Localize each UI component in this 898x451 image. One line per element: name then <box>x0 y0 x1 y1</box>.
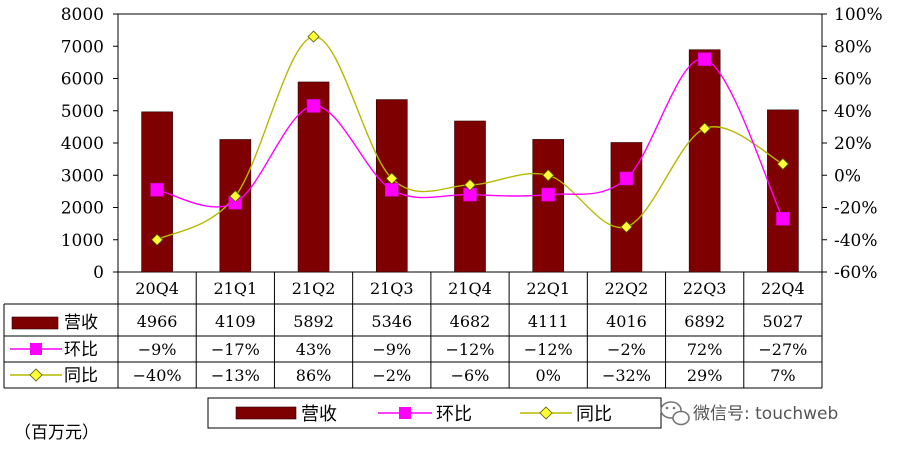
yoy-line <box>156 35 784 241</box>
watermark: 微信号: touchweb <box>660 401 838 426</box>
left-tick-label: 0 <box>93 263 104 283</box>
right-tick-label: 100% <box>834 5 883 25</box>
table-cell: −9% <box>372 340 411 359</box>
left-tick-label: 4000 <box>61 134 104 154</box>
table-cell: 86% <box>296 366 332 385</box>
left-tick-label: 6000 <box>61 70 104 90</box>
legend-yoy-label: 同比 <box>576 404 612 425</box>
table-cell: 4682 <box>450 312 491 331</box>
yoy-point <box>776 157 789 171</box>
yoy-point <box>151 233 164 246</box>
revenue-bar <box>532 139 565 273</box>
category-label: 22Q3 <box>683 279 727 298</box>
table-cell: 5027 <box>763 312 804 331</box>
legend-qoq-label: 环比 <box>436 404 472 425</box>
table-cell: −2% <box>372 366 411 385</box>
category-label: 21Q1 <box>214 279 258 298</box>
left-tick-label: 2000 <box>61 199 104 219</box>
table-cell: −6% <box>451 366 490 385</box>
right-tick-label: 40% <box>834 102 872 122</box>
table-cell: −17% <box>211 340 260 359</box>
yoy-point <box>620 220 633 233</box>
category-label: 21Q3 <box>370 279 414 298</box>
table-cell: −27% <box>758 340 807 359</box>
bar-series <box>141 49 799 273</box>
table-cell: 4966 <box>137 312 178 331</box>
table-cell: 4111 <box>528 312 569 331</box>
revenue-row-key <box>11 316 59 330</box>
qoq-point <box>150 182 164 197</box>
table-cell: 7% <box>770 366 795 385</box>
qoq-point <box>697 52 712 66</box>
yoy-point <box>229 190 242 203</box>
yoy-point <box>463 178 477 191</box>
right-tick-label: -40% <box>834 231 878 251</box>
category-label: 20Q4 <box>135 279 179 298</box>
revenue-bar <box>688 49 721 273</box>
yoy-point <box>698 122 711 135</box>
left-tick-label: 3000 <box>61 166 104 186</box>
right-tick-label: 60% <box>834 70 872 90</box>
revenue-bar <box>767 109 799 273</box>
legend-yoy-key-marker <box>539 406 553 420</box>
category-label: 22Q4 <box>761 279 805 298</box>
table-cell: −12% <box>524 340 573 359</box>
right-tick-label: 80% <box>834 37 872 57</box>
line-series <box>150 30 790 246</box>
legend-qoq-key-marker <box>399 407 411 419</box>
watermark-text: 微信号: touchweb <box>693 404 838 424</box>
category-label: 22Q2 <box>605 279 649 298</box>
yoy-point <box>307 30 320 43</box>
left-tick-label: 1000 <box>61 231 104 251</box>
table-cell: 0% <box>536 366 561 385</box>
table-cell: 4016 <box>606 312 647 331</box>
table-cell: −2% <box>607 340 646 359</box>
right-tick-label: -20% <box>834 199 878 219</box>
left-tick-label: 7000 <box>61 37 104 57</box>
table-cell: −12% <box>446 340 495 359</box>
table-cell: −32% <box>602 366 651 385</box>
table-cell: 5892 <box>293 312 334 331</box>
table-cell: 43% <box>296 340 332 359</box>
qoq-point <box>776 211 790 226</box>
table-cell: −9% <box>138 340 177 359</box>
right-tick-label: -60% <box>834 263 878 283</box>
revenue-row-label: 营收 <box>64 313 98 333</box>
table-cell: 29% <box>687 366 723 385</box>
qoq-row-label: 环比 <box>64 340 98 360</box>
category-label: 21Q4 <box>448 279 492 298</box>
table-cell: −13% <box>211 366 260 385</box>
category-label: 22Q1 <box>526 279 570 298</box>
yoy-row-label: 同比 <box>64 366 98 386</box>
table-cell: 4109 <box>215 312 256 331</box>
right-tick-label: 0% <box>834 166 861 186</box>
left-tick-label: 8000 <box>61 5 104 25</box>
qoq-point <box>384 182 399 197</box>
left-tick-label: 5000 <box>61 102 104 122</box>
table-cell: −40% <box>133 366 182 385</box>
right-axis-ticks: -60% -40% -20% 0% 20% 40% 60% 80% 100% <box>822 5 883 283</box>
qoq-point <box>306 99 321 113</box>
right-tick-label: 20% <box>834 134 872 154</box>
left-axis-ticks: 0 1000 2000 3000 4000 5000 6000 7000 8000 <box>61 5 118 283</box>
table-cell: 72% <box>687 340 723 359</box>
table-cell: 6892 <box>684 312 725 331</box>
revenue-bar <box>610 142 643 273</box>
yoy-point <box>542 169 555 182</box>
revenue-bar <box>297 81 330 273</box>
table-cell: 5346 <box>371 312 412 331</box>
qoq-point <box>619 171 634 186</box>
legend: 营收 环比 同比 <box>207 397 662 429</box>
unit-label: （百万元） <box>14 423 99 443</box>
wechat-icon <box>660 401 690 426</box>
qoq-row-key-marker <box>30 343 42 355</box>
category-label: 21Q2 <box>292 279 336 298</box>
legend-revenue-label: 营收 <box>301 404 337 425</box>
qoq-point <box>541 187 556 202</box>
yoy-point <box>385 172 398 185</box>
data-table: 20Q4 21Q1 21Q2 21Q3 21Q4 22Q1 22Q2 22Q3 22Q4 营收环比… <box>3 272 823 389</box>
yoy-row-key-marker <box>29 368 43 382</box>
legend-revenue-key <box>235 406 297 420</box>
